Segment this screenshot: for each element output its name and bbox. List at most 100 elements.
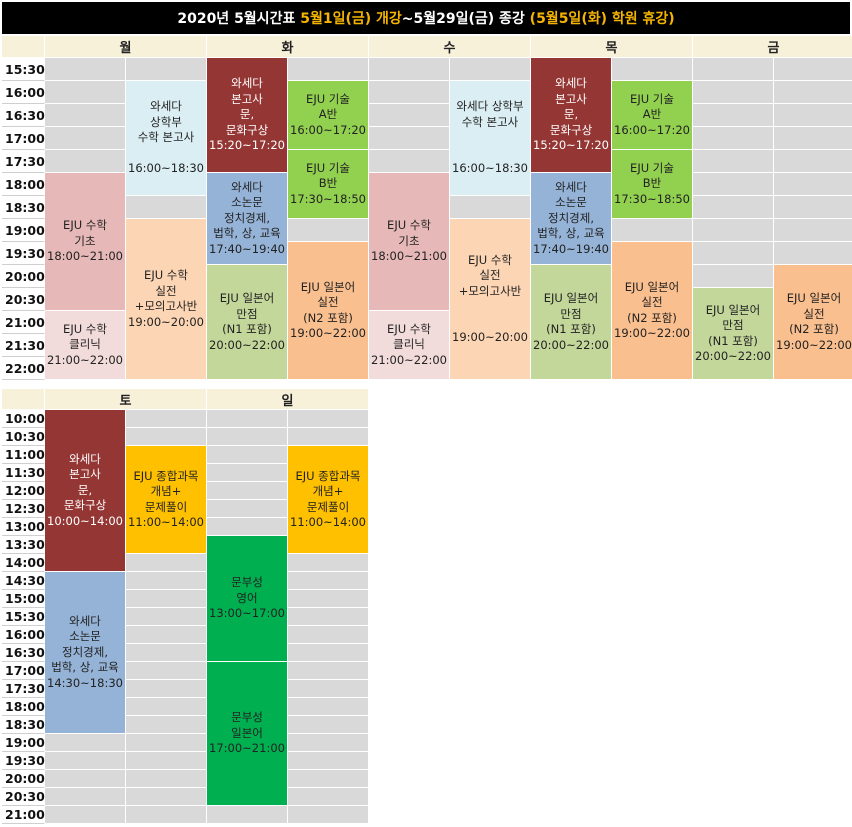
empty-slot — [288, 770, 369, 788]
class-block-mon-eju-math-clinic: EJU 수학 클리닉 21:00~22:00 — [45, 311, 126, 380]
time-label: 13:30 — [2, 536, 45, 554]
empty-slot — [693, 127, 774, 150]
empty-slot — [126, 770, 207, 788]
empty-slot — [693, 104, 774, 127]
time-label: 21:00 — [2, 806, 45, 824]
empty-slot — [693, 265, 774, 288]
time-label: 18:00 — [2, 173, 45, 196]
empty-slot — [207, 500, 288, 518]
empty-slot — [126, 410, 207, 428]
title-part-1: 2020년 5월시간표 — [177, 11, 301, 27]
class-block-tue-eju-japanese-full: EJU 일본어 만점 (N1 포함) 20:00~22:00 — [207, 265, 288, 380]
class-block-fri-eju-japanese-full: EJU 일본어 만점 (N1 포함) 20:00~22:00 — [693, 288, 774, 380]
empty-slot — [126, 572, 207, 590]
empty-slot — [450, 196, 531, 219]
empty-slot — [45, 752, 126, 770]
class-block-thu-eju-tech-a: EJU 기술 A반 16:00~17:20 — [612, 81, 693, 150]
time-label: 20:30 — [2, 788, 45, 806]
time-label: 16:00 — [2, 626, 45, 644]
empty-slot — [288, 608, 369, 626]
empty-slot — [126, 554, 207, 572]
empty-slot — [288, 644, 369, 662]
empty-slot — [126, 196, 207, 219]
time-label: 21:00 — [2, 311, 45, 334]
empty-slot — [207, 446, 288, 464]
time-label: 11:00 — [2, 446, 45, 464]
day-header: 화 — [207, 36, 369, 58]
weekend-timetable: 토 일 10:00 10:30 11:00 11:30 12:00 12:30 13:00 13:… — [2, 389, 369, 824]
time-label: 17:00 — [2, 662, 45, 680]
class-block-fri-eju-japanese-practice: EJU 일본어 실전 (N2 포함) 19:00~22:00 — [774, 265, 852, 380]
empty-slot — [126, 644, 207, 662]
time-label: 14:00 — [2, 554, 45, 572]
empty-slot — [288, 58, 369, 81]
empty-slot — [126, 698, 207, 716]
empty-slot — [207, 518, 288, 536]
empty-slot — [774, 219, 852, 242]
empty-slot — [126, 590, 207, 608]
time-label: 20:00 — [2, 265, 45, 288]
empty-slot — [45, 150, 126, 173]
time-label: 10:30 — [2, 428, 45, 446]
time-label: 16:30 — [2, 644, 45, 662]
empty-slot — [126, 734, 207, 752]
time-label: 20:30 — [2, 288, 45, 311]
empty-slot — [45, 806, 126, 824]
class-block-thu-waseda-essay: 와세다 소논문 정치경제, 법학, 상, 교육 17:40~19:40 — [531, 173, 612, 265]
empty-slot — [774, 242, 852, 265]
class-block-wed-eju-math-clinic: EJU 수학 클리닉 21:00~22:00 — [369, 311, 450, 380]
empty-slot — [207, 464, 288, 482]
day-header: 목 — [531, 36, 693, 58]
time-label: 17:00 — [2, 127, 45, 150]
day-header: 토 — [45, 389, 207, 410]
title-part-2: 5월1일(금) 개강 — [300, 11, 402, 27]
time-label: 17:30 — [2, 680, 45, 698]
empty-slot — [288, 752, 369, 770]
time-label: 15:30 — [2, 608, 45, 626]
empty-slot — [45, 58, 126, 81]
empty-slot — [288, 698, 369, 716]
empty-slot — [774, 127, 852, 150]
empty-slot — [288, 590, 369, 608]
empty-slot — [288, 662, 369, 680]
time-label: 21:30 — [2, 334, 45, 357]
empty-slot — [288, 716, 369, 734]
empty-slot — [207, 482, 288, 500]
class-block-tue-waseda-culture: 와세다 본고사 문, 문화구상 15:20~17:20 — [207, 58, 288, 173]
time-label: 17:30 — [2, 150, 45, 173]
empty-slot — [126, 58, 207, 81]
empty-slot — [288, 410, 369, 428]
empty-slot — [288, 626, 369, 644]
empty-slot — [126, 806, 207, 824]
time-label: 20:00 — [2, 770, 45, 788]
class-block-mon-eju-math-practice: EJU 수학 실전 +모의고사반 19:00~20:00 — [126, 219, 207, 380]
empty-slot — [45, 734, 126, 752]
empty-slot — [45, 81, 126, 104]
day-header: 월 — [45, 36, 207, 58]
empty-slot — [126, 428, 207, 446]
class-block-thu-eju-japanese-full: EJU 일본어 만점 (N1 포함) 20:00~22:00 — [531, 265, 612, 380]
time-label: 19:00 — [2, 219, 45, 242]
empty-slot — [288, 428, 369, 446]
empty-slot — [369, 127, 450, 150]
time-label: 12:00 — [2, 482, 45, 500]
class-block-sun-monbusho-english: 문부성 영어 13:00~17:00 — [207, 536, 288, 662]
class-block-sun-eju-comprehensive: EJU 종합과목 개념+ 문제풀이 11:00~14:00 — [288, 446, 369, 554]
empty-slot — [126, 662, 207, 680]
empty-slot — [288, 680, 369, 698]
empty-slot — [369, 104, 450, 127]
class-block-sun-monbusho-japanese: 문부성 일본어 17:00~21:00 — [207, 662, 288, 806]
time-label: 18:30 — [2, 716, 45, 734]
empty-slot — [774, 150, 852, 173]
class-block-thu-eju-japanese-practice: EJU 일본어 실전 (N2 포함) 19:00~22:00 — [612, 242, 693, 380]
class-block-tue-waseda-essay: 와세다 소논문 정치경제, 법학, 상, 교육 17:40~19:40 — [207, 173, 288, 265]
class-block-thu-eju-tech-b: EJU 기술 B반 17:30~18:50 — [612, 150, 693, 219]
empty-slot — [369, 58, 450, 81]
time-label: 11:30 — [2, 464, 45, 482]
empty-slot — [693, 173, 774, 196]
empty-slot — [612, 219, 693, 242]
empty-slot — [126, 788, 207, 806]
class-block-sat-waseda-culture: 와세다 본고사 문, 문화구상 10:00~14:00 — [45, 410, 126, 572]
time-label: 16:30 — [2, 104, 45, 127]
empty-slot — [288, 554, 369, 572]
